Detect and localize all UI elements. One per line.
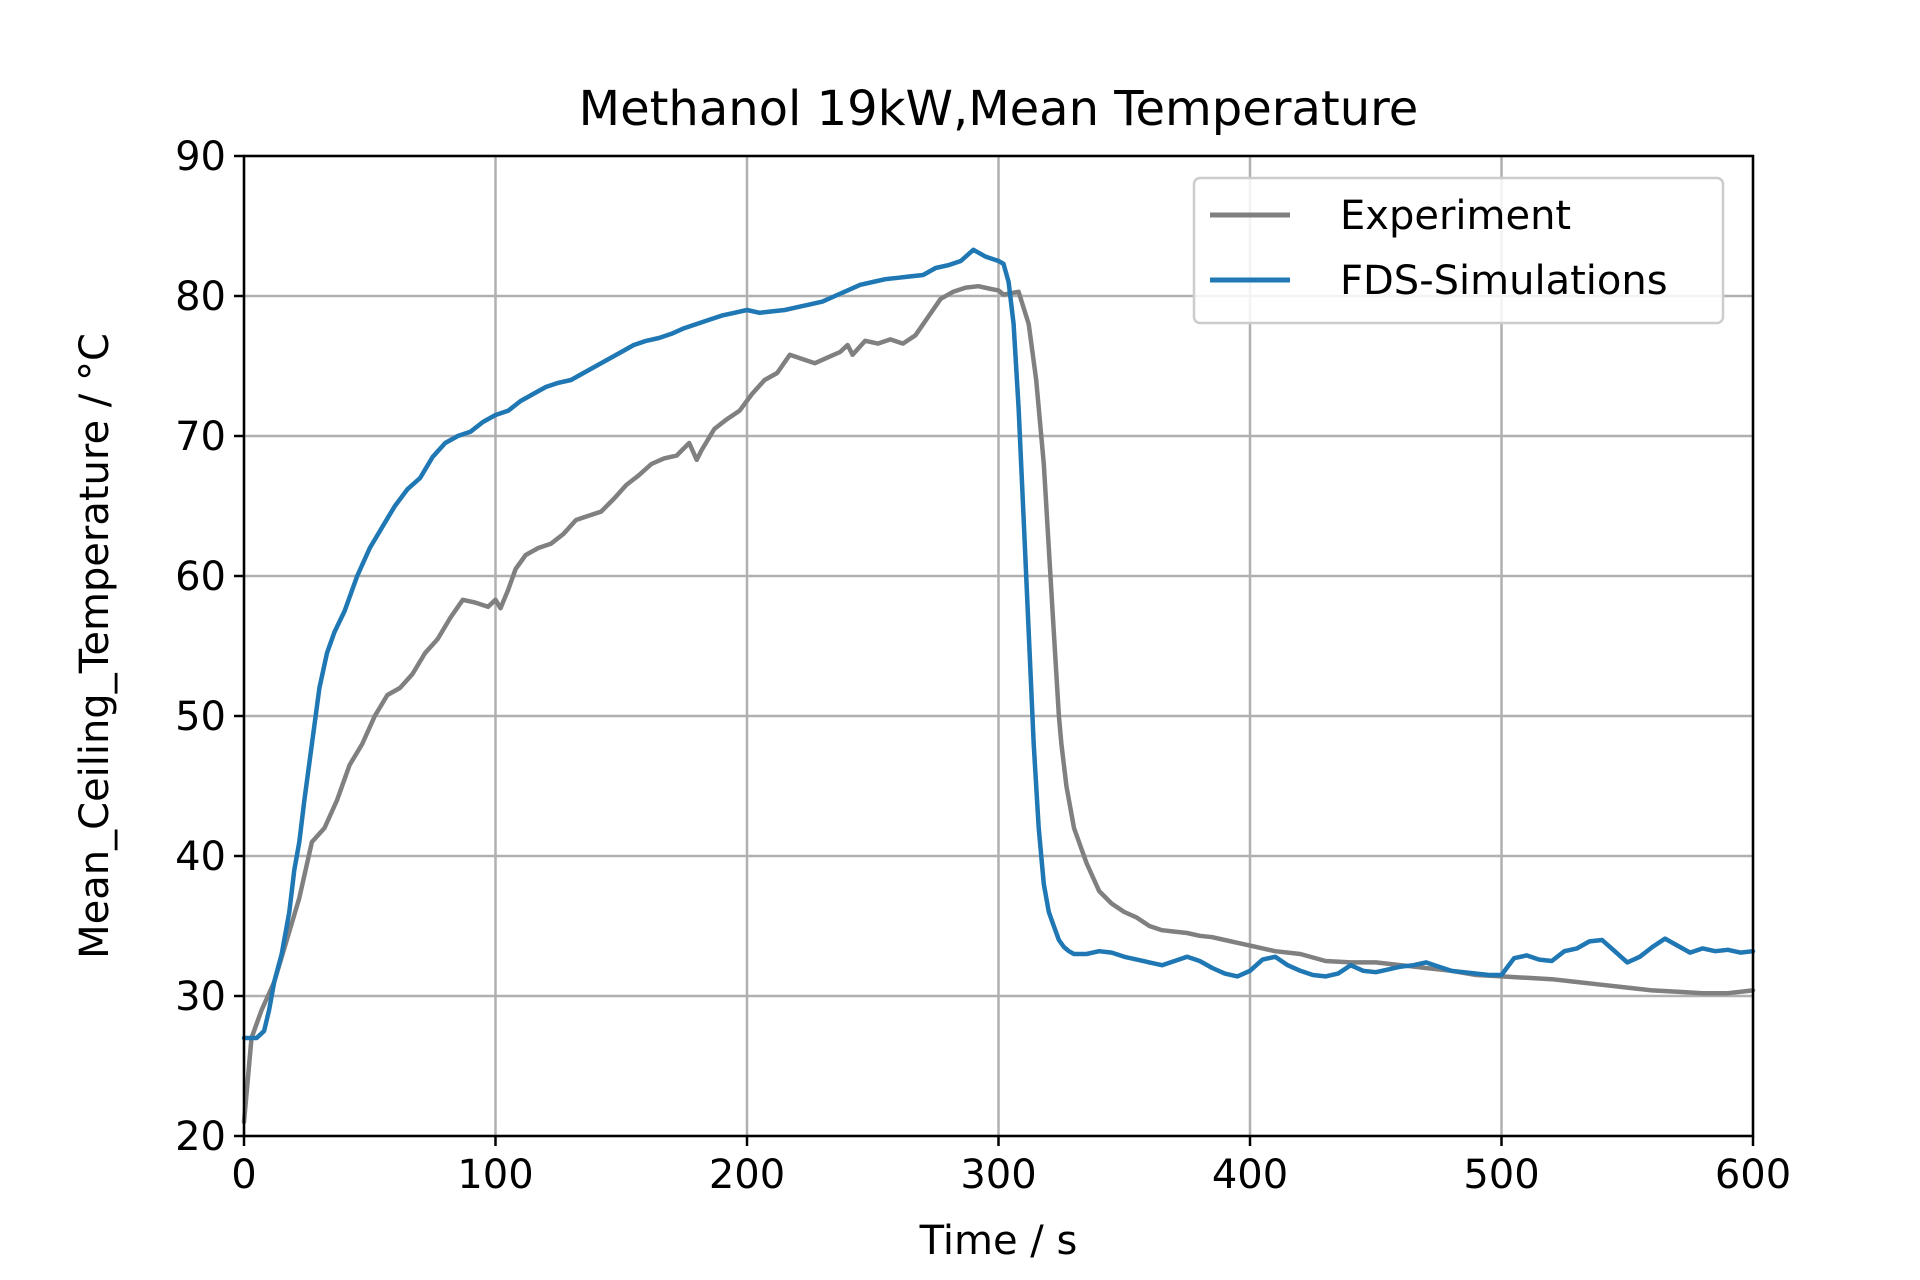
series-line-fds-simulations	[241, 247, 1756, 1041]
chart-title: Methanol 19kW,Mean Temperature	[579, 81, 1419, 137]
x-tick-label: 400	[1212, 1152, 1288, 1198]
x-tick-label: 600	[1715, 1152, 1791, 1198]
y-tick-label: 80	[175, 274, 226, 320]
x-tick-label: 500	[1463, 1152, 1539, 1198]
series-line-experiment	[241, 283, 1756, 1125]
x-axis-label: Time / s	[919, 1218, 1078, 1264]
y-tick-label: 70	[175, 414, 226, 460]
series-layer	[241, 247, 1756, 1125]
y-tick-label: 60	[175, 554, 226, 600]
x-tick-label: 200	[709, 1152, 785, 1198]
ticks: 0 100 200 300 400 500 600 20 30 40 50 60 70 80 90	[175, 134, 1791, 1198]
y-tick-label: 30	[175, 974, 226, 1020]
x-tick-label: 0	[231, 1152, 256, 1198]
legend-label: Experiment	[1340, 193, 1571, 239]
legend: Experiment FDS-Simulations	[1192, 176, 1725, 325]
y-tick-label: 40	[175, 834, 226, 880]
y-tick-label: 20	[175, 1114, 226, 1160]
y-tick-label: 90	[175, 134, 226, 180]
x-tick-label: 300	[960, 1152, 1036, 1198]
y-axis-label: Mean_Ceiling_Temperature / °C	[72, 333, 118, 959]
legend-box	[1192, 176, 1725, 325]
legend-label: FDS-Simulations	[1340, 258, 1668, 304]
x-tick-label: 100	[457, 1152, 533, 1198]
y-tick-label: 50	[175, 694, 226, 740]
